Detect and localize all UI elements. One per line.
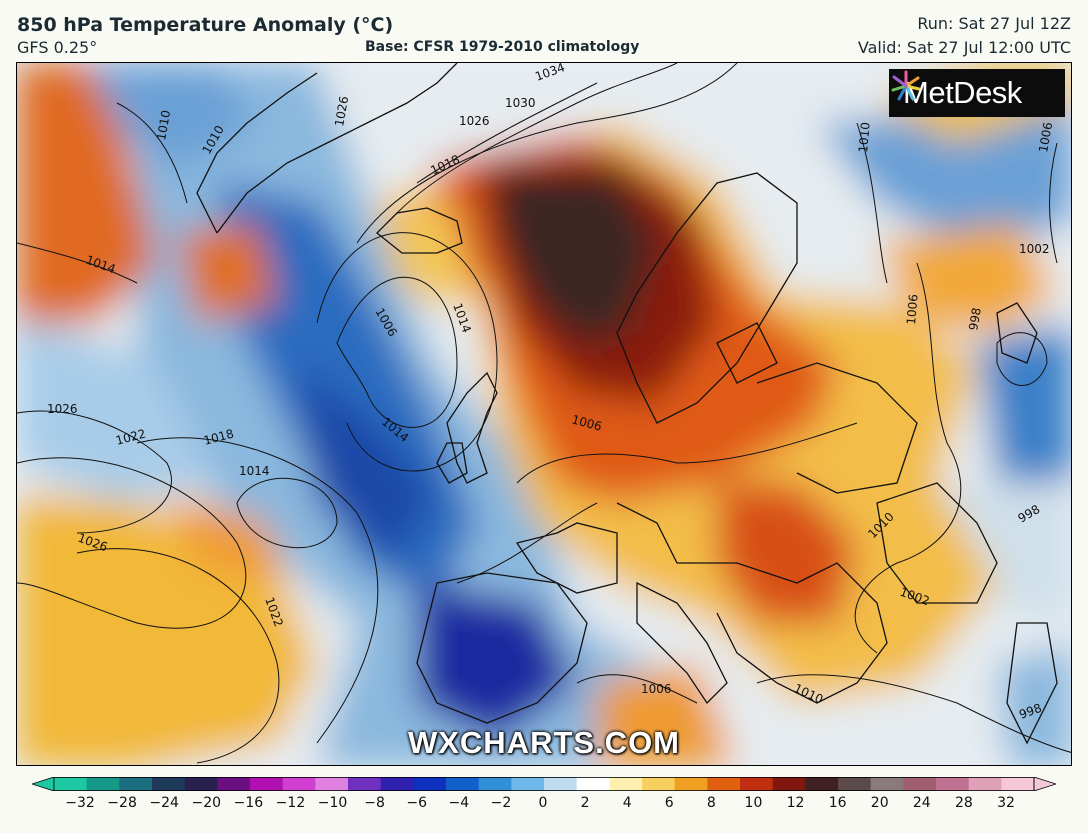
colorbar-swatch [413, 777, 446, 791]
colorbar-tick-label: −32 [65, 795, 95, 811]
colorbar-tick-label: −12 [276, 795, 306, 811]
colorbar-tick-label: −4 [448, 795, 469, 811]
colorbar-tick-label: −28 [107, 795, 137, 811]
colorbar-tick-label: 16 [829, 795, 847, 811]
colorbar-swatch [283, 777, 316, 791]
colorbar-swatch [185, 777, 218, 791]
colorbar-swatch [250, 777, 283, 791]
map-canvas: 1034 1030 1026 1018 1010 1006 1014 1026 … [17, 63, 1072, 766]
run-time-label: Run: Sat 27 Jul 12Z [917, 14, 1071, 33]
colorbar-tick-label: 28 [955, 795, 973, 811]
colorbar-swatch [511, 777, 544, 791]
colorbar-max-arrow [1034, 777, 1056, 791]
colorbar-tick-label: −16 [234, 795, 264, 811]
isobar-label: 1030 [505, 96, 536, 110]
isobar-label: 1014 [239, 464, 270, 478]
colorbar-swatch [903, 777, 936, 791]
colorbar-swatch [1001, 777, 1034, 791]
valid-time-label: Valid: Sat 27 Jul 12:00 UTC [858, 38, 1071, 57]
chart-title: 850 hPa Temperature Anomaly (°C) [17, 14, 393, 36]
colorbar-swatch [217, 777, 250, 791]
colorbar-min-arrow [32, 777, 54, 791]
colorbar-swatch [609, 777, 642, 791]
isobar-label: 1026 [47, 402, 78, 416]
colorbar-swatch [348, 777, 381, 791]
isobar-label: 1026 [459, 114, 490, 128]
colorbar-tick-label: 24 [913, 795, 931, 811]
colorbar-tick-label: 2 [581, 795, 590, 811]
colorbar-tick-label: 10 [745, 795, 763, 811]
colorbar-tick-label: 32 [997, 795, 1015, 811]
isobar-label: 1010 [856, 122, 873, 154]
colorbar-tick-label: −8 [364, 795, 385, 811]
colorbar-swatch [54, 777, 87, 791]
colorbar-swatch [936, 777, 969, 791]
anomaly-map[interactable]: 1034 1030 1026 1018 1010 1006 1014 1026 … [16, 62, 1072, 766]
colorbar-swatch [642, 777, 675, 791]
colorbar-ticks: −32 −28 −24 −20 −16 −12 −10 −8 −6 −4 −2 0 2 4 6 8 10 12 16… [0, 795, 1088, 819]
colorbar-tick-label: −2 [491, 795, 512, 811]
climatology-base-label: Base: CFSR 1979-2010 climatology [365, 39, 639, 55]
metdesk-logo: MetDesk [889, 69, 1065, 117]
colorbar-swatch [675, 777, 708, 791]
colorbar-swatch [838, 777, 871, 791]
colorbar-swatch [544, 777, 577, 791]
colorbar-swatch [381, 777, 414, 791]
colorbar-swatch [871, 777, 904, 791]
colorbar-tick-label: 8 [707, 795, 716, 811]
colorbar-tick-label: 20 [871, 795, 889, 811]
colorbar-tick-label: −6 [406, 795, 427, 811]
colorbar-swatch [707, 777, 740, 791]
colorbar [32, 777, 1056, 791]
colorbar-swatch [87, 777, 120, 791]
colorbar-tick-label: 0 [539, 795, 548, 811]
isobar-label: 1002 [1019, 242, 1050, 256]
colorbar-tick-label: 12 [787, 795, 805, 811]
colorbar-swatch [969, 777, 1002, 791]
colorbar-tick-label: −24 [149, 795, 179, 811]
isobar-label: 1006 [641, 682, 672, 696]
colorbar-swatch [446, 777, 479, 791]
colorbar-swatch [577, 777, 610, 791]
colorbar-swatch [479, 777, 512, 791]
colorbar-swatch [315, 777, 348, 791]
colorbar-tick-label: −10 [318, 795, 348, 811]
isobar-label: 1006 [904, 294, 921, 326]
metdesk-star-icon [889, 69, 923, 103]
colorbar-tick-label: 4 [623, 795, 632, 811]
colorbar-swatch [740, 777, 773, 791]
model-label: GFS 0.25° [17, 38, 97, 57]
colorbar-tick-label: −20 [191, 795, 221, 811]
colorbar-swatch [773, 777, 806, 791]
colorbar-swatch [119, 777, 152, 791]
colorbar-swatch [152, 777, 185, 791]
colorbar-swatch [805, 777, 838, 791]
colorbar-tick-label: 6 [665, 795, 674, 811]
wxcharts-watermark: WXCHARTS.COM [17, 725, 1071, 761]
